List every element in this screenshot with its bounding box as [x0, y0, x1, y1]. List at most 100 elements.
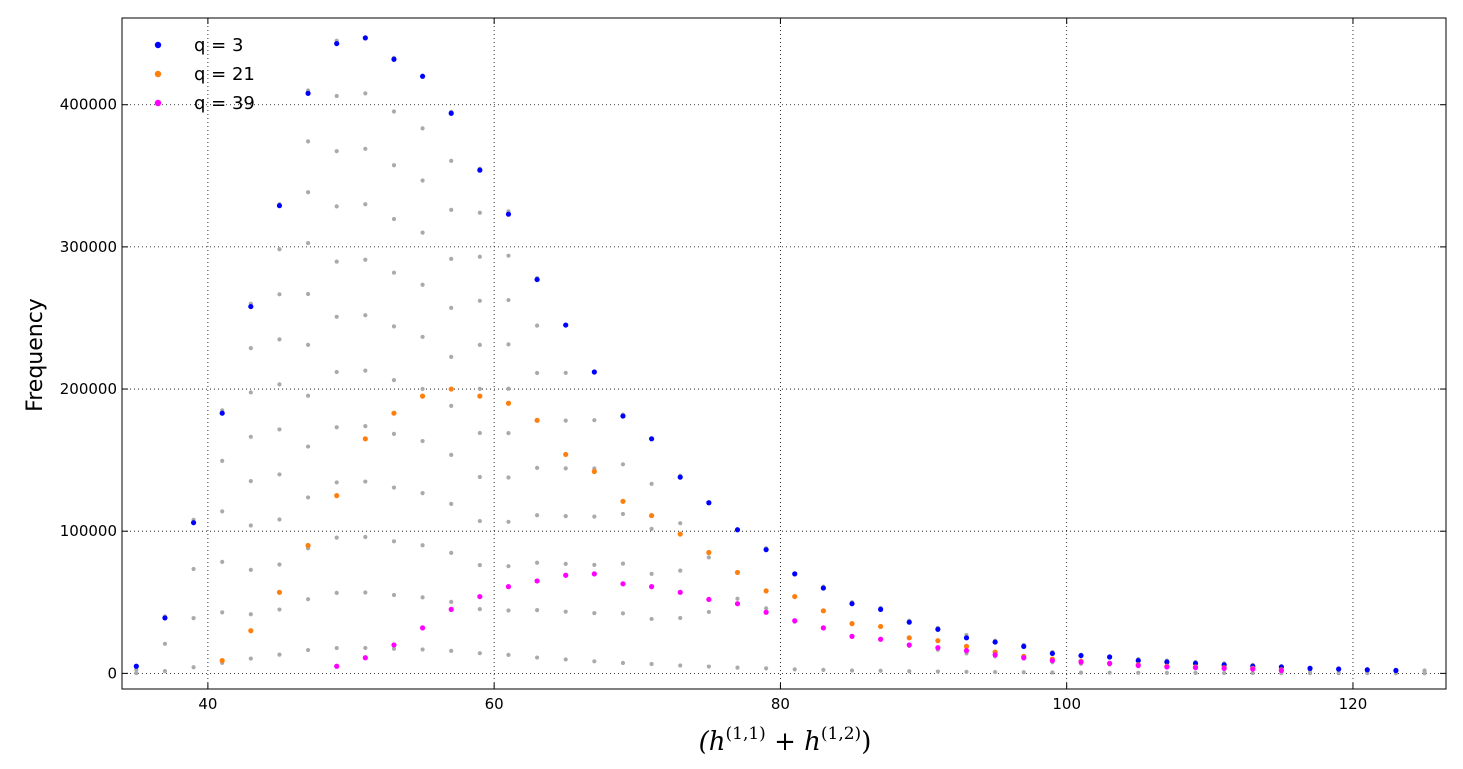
data-point	[449, 403, 454, 408]
data-point	[420, 126, 425, 131]
data-point	[191, 566, 196, 572]
data-point	[1192, 660, 1199, 667]
data-point	[449, 305, 454, 310]
data-point	[477, 167, 483, 173]
data-point	[477, 430, 482, 436]
data-point	[563, 466, 568, 471]
data-point	[420, 230, 425, 235]
data-point	[592, 562, 597, 567]
x-axis-label-close: )	[861, 727, 871, 757]
data-point	[477, 593, 483, 600]
data-point	[220, 509, 225, 514]
data-point	[305, 393, 311, 398]
data-point	[620, 498, 626, 504]
data-point	[477, 562, 482, 568]
data-point	[1222, 670, 1227, 676]
data-point	[620, 413, 626, 419]
data-point	[592, 610, 597, 616]
data-point	[706, 549, 712, 556]
data-point	[334, 93, 339, 99]
data-point	[248, 345, 253, 351]
data-point	[1164, 670, 1169, 675]
data-point	[849, 668, 855, 673]
data-point	[649, 481, 654, 486]
data-point	[735, 665, 740, 670]
data-point	[1107, 660, 1113, 667]
data-point	[248, 567, 253, 572]
data-point	[1078, 670, 1084, 675]
data-point	[334, 493, 340, 499]
data-point	[334, 535, 339, 540]
legend-label: q = 39	[194, 93, 255, 114]
y-tick-label: 200000	[60, 380, 117, 398]
data-point	[305, 647, 311, 653]
data-point	[792, 593, 798, 600]
data-point	[1107, 654, 1113, 660]
data-point	[878, 668, 883, 673]
y-tick-label: 400000	[60, 96, 117, 114]
data-point	[620, 462, 626, 467]
data-point	[305, 291, 311, 297]
data-point	[449, 648, 454, 654]
legend-label: q = 3	[194, 35, 243, 56]
data-point	[963, 635, 970, 641]
data-point	[363, 590, 368, 595]
data-point	[764, 666, 769, 671]
data-point	[362, 35, 368, 41]
x-tick-label: 120	[1339, 695, 1368, 713]
data-point	[191, 665, 196, 670]
data-point	[334, 645, 339, 651]
data-point	[391, 109, 397, 114]
data-point	[449, 550, 454, 555]
data-point	[391, 216, 397, 222]
data-point	[391, 410, 397, 416]
data-point	[420, 334, 425, 339]
data-point	[649, 661, 654, 667]
data-point	[277, 427, 282, 432]
y-tick-label: 0	[107, 664, 117, 682]
data-point	[363, 257, 368, 262]
data-point	[1021, 670, 1026, 675]
series-other	[134, 35, 1427, 676]
data-point	[420, 282, 425, 287]
data-point	[220, 559, 225, 564]
data-point	[706, 500, 712, 506]
data-point	[248, 612, 253, 617]
data-point	[563, 370, 568, 375]
data-point	[1078, 659, 1084, 665]
legend: q = 3 q = 21 q = 39	[154, 35, 255, 114]
data-point	[162, 615, 168, 621]
data-point	[534, 560, 540, 565]
data-point	[133, 663, 139, 669]
data-point	[506, 475, 511, 480]
data-point	[248, 479, 253, 484]
data-point	[162, 641, 168, 646]
data-point	[305, 190, 311, 195]
data-point	[591, 571, 597, 577]
data-point	[964, 669, 969, 674]
x-axis-label-sup1: (1,1)	[726, 724, 766, 744]
data-points	[133, 35, 1427, 676]
data-point	[363, 313, 368, 318]
data-point	[420, 386, 425, 392]
data-point	[649, 436, 655, 442]
data-point	[505, 211, 512, 217]
data-point	[420, 595, 425, 600]
data-point	[391, 56, 397, 62]
data-point	[420, 491, 425, 496]
data-point	[334, 40, 340, 47]
data-point	[1135, 657, 1141, 664]
data-point	[219, 410, 225, 416]
data-point	[678, 615, 683, 621]
data-point	[534, 417, 540, 423]
data-point	[1078, 652, 1084, 659]
data-point	[277, 337, 282, 342]
legend-label: q = 21	[194, 64, 255, 85]
legend-marker	[154, 41, 162, 49]
data-point	[334, 590, 339, 595]
data-point	[420, 178, 425, 183]
data-point	[248, 303, 254, 310]
data-point	[1278, 667, 1284, 674]
data-point	[935, 638, 941, 644]
